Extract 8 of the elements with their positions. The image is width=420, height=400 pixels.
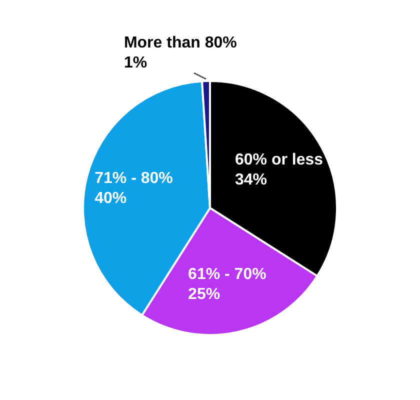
slice-label: 60% or less bbox=[234, 151, 324, 168]
data-label: 25% bbox=[188, 286, 220, 304]
slice-label: 61% - 70% bbox=[188, 266, 266, 284]
data-label: 40% bbox=[94, 190, 127, 207]
data-label: 34% bbox=[234, 171, 267, 188]
data-label: 1% bbox=[124, 54, 148, 72]
slice-label: More than 80% bbox=[124, 34, 237, 52]
slice-label: 71% - 80% bbox=[94, 170, 173, 187]
